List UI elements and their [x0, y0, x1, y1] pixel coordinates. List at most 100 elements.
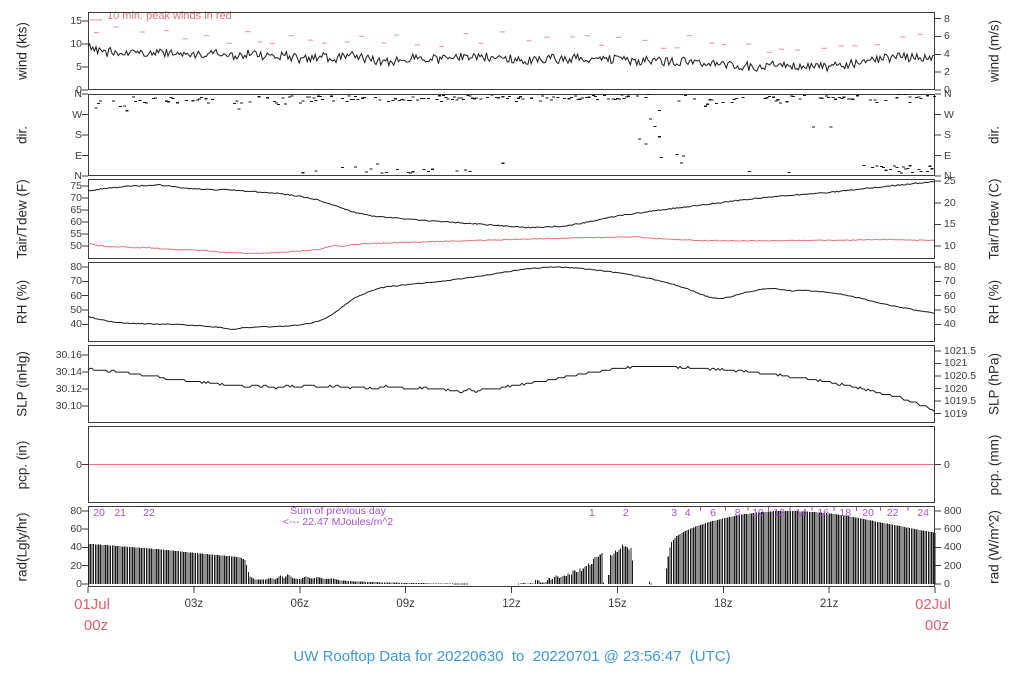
axis-tick-label-left-dir: N	[74, 170, 82, 182]
axis-title-left-rh: RH (%)	[2, 262, 42, 342]
axis-tick-label-right-wind: 4	[944, 48, 950, 61]
panel-box-slp	[88, 345, 935, 423]
axis-tick-label-right-rad: 400	[944, 541, 962, 554]
axis-tick-label-left-pcp: 0	[76, 458, 82, 471]
rad-mj-marker: 18	[839, 507, 852, 519]
axis-tick-label-right-slp: 1020	[944, 382, 968, 395]
axis-title-right-slp: SLP (hPa)	[972, 345, 1016, 423]
rad-mj-marker: 22	[886, 507, 899, 519]
axis-tick-label-right-rad: 800	[944, 505, 962, 517]
axis-tick-label-right-temp: 25	[944, 175, 956, 188]
axis-tick-label-left-rh: 40	[70, 318, 82, 331]
axis-tick-label-right-pcp: 0	[944, 458, 950, 471]
axis-tick-label-right-wind: 8	[944, 12, 950, 25]
axis-tick-label-left-slp: 30.10	[55, 400, 82, 413]
axis-tick-label-left-temp: 50	[70, 240, 82, 253]
axis-title-left-dir: dir.	[2, 94, 42, 176]
axis-tick-label-left-rad: 0	[76, 577, 82, 590]
axis-title-text: wind (m/s)	[986, 19, 1002, 83]
axis-title-right-rh: RH (%)	[972, 262, 1016, 342]
x-axis-start-date: 01Jul	[74, 596, 110, 613]
axis-tick-label-left-temp: 55	[70, 228, 82, 240]
x-axis-end-date: 02Jul	[915, 596, 951, 613]
axis-tick-label-right-slp: 1019.5	[944, 395, 977, 408]
axis-tick-label-left-wind: 5	[76, 61, 82, 74]
axis-title-text: RH (%)	[14, 279, 30, 325]
axis-tick-label-right-slp: 1020.5	[944, 370, 977, 383]
x-axis-hour-label: 09z	[396, 598, 415, 610]
axis-title-text: wind (kts)	[14, 22, 30, 80]
axis-title-text: SLP (inHg)	[14, 351, 30, 417]
axis-title-right-temp: Tair/Tdew (C)	[972, 178, 1016, 260]
axis-tick-label-left-rad: 40	[70, 541, 82, 554]
axis-tick-label-left-rh: 80	[70, 261, 82, 273]
axis-tick-label-right-rh: 40	[944, 318, 956, 331]
rad-mj-marker: 10	[752, 507, 764, 519]
axis-tick-label-right-dir: W	[944, 108, 954, 121]
panel-box-wind	[88, 12, 935, 90]
axis-tick-label-left-dir: W	[72, 108, 82, 121]
axis-tick-label-right-rh: 60	[944, 289, 956, 302]
axis-tick-label-right-rad: 0	[944, 577, 950, 590]
axis-tick-label-right-rh: 80	[944, 261, 956, 273]
axis-tick-label-left-wind: 10	[70, 38, 82, 51]
x-axis-hour-label: 06z	[290, 598, 310, 610]
axis-tick-label-left-wind: 15	[70, 15, 82, 28]
axis-tick-label-left-rh: 50	[70, 303, 82, 316]
figure-title: UW Rooftop Data for 20220630 to 20220701…	[293, 648, 731, 665]
axis-title-text: pcp. (mm)	[986, 434, 1002, 495]
rad-mj-marker: 20	[862, 507, 874, 519]
axis-tick-label-left-rad: 20	[70, 559, 82, 572]
axis-tick-label-right-slp: 1021.5	[944, 345, 977, 358]
rad-mj-marker: 3	[671, 507, 678, 519]
axis-tick-label-right-rh: 50	[944, 303, 956, 316]
rad-mj-marker: 20	[93, 507, 105, 519]
rad-mj-marker: 2	[622, 507, 629, 519]
axis-title-right-rad: rad (W/m^2)	[972, 506, 1016, 587]
meteogram-plot-svg	[82, 12, 941, 593]
axis-tick-label-right-slp: 1021	[944, 357, 968, 370]
rad-mj-marker: 16	[817, 507, 830, 519]
x-axis-hour-label: 21z	[819, 598, 839, 610]
axis-tick-label-left-dir: E	[74, 149, 82, 162]
x-axis-hour-label: 12z	[502, 598, 521, 610]
axis-title-text: dir.	[14, 125, 30, 145]
rad-mj-marker: 22	[143, 507, 155, 519]
axis-tick-label-right-dir: N	[944, 88, 952, 100]
axis-title-left-slp: SLP (inHg)	[2, 345, 42, 423]
axis-title-left-temp: Tair/Tdew (F)	[2, 179, 42, 259]
axis-tick-label-left-dir: S	[74, 129, 82, 141]
rad-mj-marker: 21	[114, 507, 127, 519]
axis-tick-label-right-wind: 2	[944, 66, 950, 79]
axis-tick-label-right-dir: S	[944, 129, 952, 141]
axis-tick-label-left-rh: 60	[70, 289, 82, 302]
axis-title-text: pcp. (in)	[14, 440, 30, 489]
rad-sum-annotation-line2: <--- 22.47 MJoules/m^2	[282, 516, 394, 528]
panel-box-pcp	[88, 426, 935, 503]
axis-title-text: rad(Lgly/hr)	[14, 511, 30, 582]
axis-title-left-pcp: pcp. (in)	[2, 426, 42, 503]
axis-tick-label-left-slp: 30.16	[55, 349, 82, 362]
axis-tick-label-right-dir: N	[944, 170, 952, 182]
axis-title-right-wind: wind (m/s)	[972, 12, 1016, 90]
rad-mj-marker: 1	[589, 507, 595, 519]
axis-title-text: Tair/Tdew (C)	[986, 178, 1002, 260]
axis-title-text: Tair/Tdew (F)	[14, 179, 30, 259]
axis-tick-label-right-temp: 20	[944, 196, 956, 209]
rad-mj-marker: 4	[684, 507, 691, 519]
axis-tick-label-left-wind: 0	[76, 84, 82, 96]
panel-box-temp	[88, 179, 935, 259]
axis-title-text: rad (W/m^2)	[986, 509, 1002, 584]
axis-title-left-rad: rad(Lgly/hr)	[2, 506, 42, 587]
x-axis-end-hour: 00z	[924, 617, 950, 634]
rad-mj-marker: 8	[734, 507, 741, 519]
rad-mj-marker: 24	[917, 507, 929, 519]
axis-title-text: RH (%)	[986, 279, 1002, 325]
axis-tick-label-left-dir: N	[74, 88, 82, 100]
axis-tick-label-left-rad: 80	[70, 505, 82, 517]
x-axis-hour-label: 15z	[608, 598, 627, 610]
x-axis-hour-label: 18z	[713, 598, 733, 610]
axis-tick-label-right-wind: 0	[944, 84, 950, 96]
axis-tick-label-left-temp: 75	[70, 179, 82, 192]
